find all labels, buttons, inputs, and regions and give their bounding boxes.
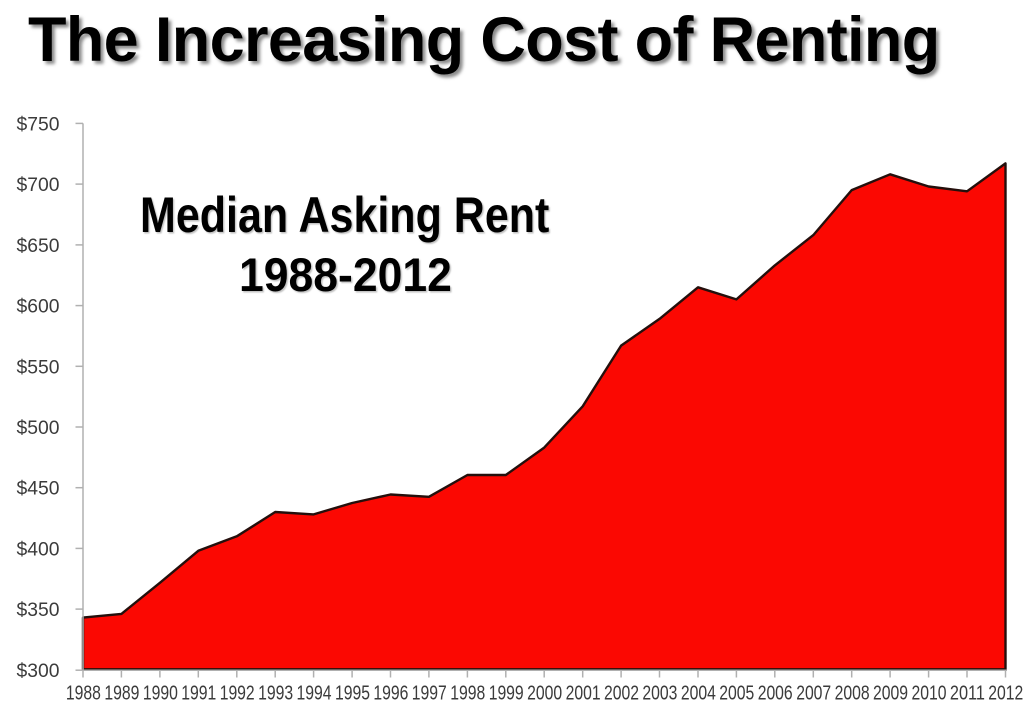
svg-text:2000: 2000 — [527, 683, 562, 705]
svg-text:2007: 2007 — [796, 683, 831, 705]
svg-text:$500: $500 — [17, 417, 60, 439]
svg-text:1994: 1994 — [297, 683, 332, 705]
svg-text:$450: $450 — [17, 478, 60, 500]
svg-text:$300: $300 — [17, 660, 60, 682]
svg-text:2008: 2008 — [835, 683, 870, 705]
svg-text:1988: 1988 — [66, 683, 101, 705]
svg-text:$550: $550 — [17, 356, 60, 378]
svg-text:2005: 2005 — [719, 683, 754, 705]
svg-text:$600: $600 — [17, 296, 60, 318]
svg-text:1996: 1996 — [373, 683, 408, 705]
svg-text:2003: 2003 — [642, 683, 677, 705]
svg-text:2010: 2010 — [912, 683, 947, 705]
svg-text:1992: 1992 — [220, 683, 255, 705]
svg-text:$750: $750 — [17, 113, 60, 135]
svg-text:$650: $650 — [17, 235, 60, 257]
svg-text:2002: 2002 — [604, 683, 639, 705]
svg-text:$400: $400 — [17, 538, 60, 560]
svg-text:1998: 1998 — [450, 683, 485, 705]
svg-text:$700: $700 — [17, 174, 60, 196]
svg-text:1989: 1989 — [104, 683, 139, 705]
svg-text:1991: 1991 — [181, 683, 216, 705]
svg-text:2004: 2004 — [681, 683, 716, 705]
svg-text:2006: 2006 — [758, 683, 793, 705]
svg-text:$350: $350 — [17, 599, 60, 621]
svg-text:2001: 2001 — [566, 683, 601, 705]
svg-text:2012: 2012 — [988, 683, 1023, 705]
svg-text:2011: 2011 — [950, 683, 985, 705]
svg-text:1993: 1993 — [258, 683, 293, 705]
svg-text:1997: 1997 — [412, 683, 447, 705]
svg-text:1999: 1999 — [489, 683, 524, 705]
svg-text:1990: 1990 — [143, 683, 178, 705]
svg-text:2009: 2009 — [873, 683, 908, 705]
svg-text:1995: 1995 — [335, 683, 370, 705]
